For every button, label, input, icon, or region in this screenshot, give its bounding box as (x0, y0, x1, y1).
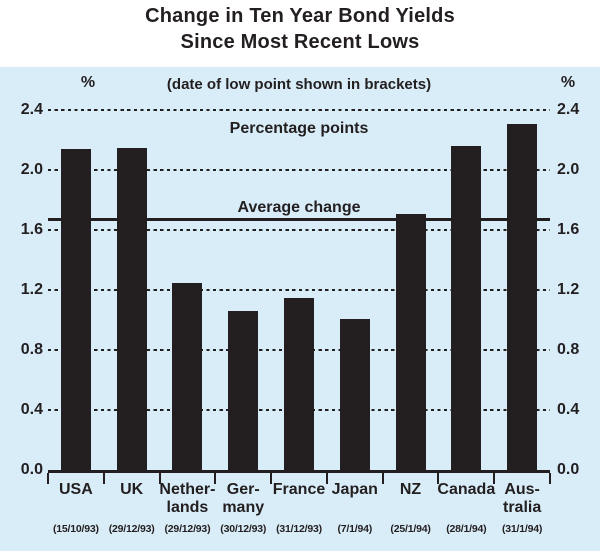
y-tick-label-left-1.6: 1.6 (20, 221, 43, 238)
percentage-points-label: Percentage points (229, 120, 369, 137)
low-point-date-japan: (7/1/94) (337, 523, 373, 535)
category-label-japan: Japan (331, 481, 378, 498)
bar-france (284, 297, 314, 470)
chart-subtitle: (date of low point shown in brackets) (166, 76, 432, 93)
average-change-label: Average change (237, 199, 361, 216)
low-point-date-netherlands: (29/12/93) (164, 523, 211, 535)
low-point-date-usa: (15/10/93) (52, 523, 99, 535)
bar-usa (60, 149, 91, 470)
bar-canada (451, 146, 482, 470)
x-axis-tick (381, 472, 384, 484)
low-point-date-canada: (28/1/94) (446, 523, 487, 535)
category-label-canada: Canada (437, 481, 496, 498)
category-label-uk: UK (120, 481, 144, 498)
y-axis-unit-right: % (560, 74, 576, 91)
x-axis-tick (214, 472, 217, 484)
y-tick-label-right-0.8: 0.8 (557, 341, 580, 358)
bar-germany (228, 311, 259, 470)
category-label-nz: NZ (399, 481, 422, 498)
low-point-date-australia: (31/1/94) (501, 523, 543, 535)
x-axis-baseline (48, 470, 550, 473)
x-axis-tick (47, 472, 49, 484)
bar-netherlands (172, 282, 203, 470)
y-tick-label-left-1.2: 1.2 (20, 281, 43, 298)
category-label-netherlands: Nether-lands (159, 481, 216, 516)
x-axis-tick (158, 472, 161, 484)
x-axis-tick (325, 472, 328, 484)
chart-title-line1: Change in Ten Year Bond Yields (145, 5, 455, 27)
y-tick-label-left-0.0: 0.0 (20, 461, 43, 478)
x-axis-tick (102, 472, 105, 484)
y-tick-label-right-1.2: 1.2 (557, 281, 580, 298)
chart-title: Change in Ten Year Bond Yields Since Mos… (0, 3, 600, 55)
y-tick-label-right-2.4: 2.4 (557, 101, 580, 118)
y-tick-label-right-0.4: 0.4 (557, 401, 580, 418)
low-point-date-france: (31/12/93) (276, 523, 322, 535)
y-tick-label-left-2.4: 2.4 (20, 101, 43, 118)
bar-uk (116, 147, 147, 470)
bar-japan (339, 318, 370, 470)
x-axis-tick (493, 472, 496, 484)
category-label-australia: Aus-tralia (502, 481, 542, 516)
chart-title-line2: Since Most Recent Lows (180, 31, 420, 53)
low-point-date-nz: (25/1/94) (390, 523, 431, 535)
y-axis-unit-left: % (80, 74, 96, 91)
category-label-germany: Ger-many (222, 481, 265, 516)
y-tick-label-left-0.4: 0.4 (20, 401, 43, 418)
category-label-france: France (272, 481, 326, 498)
bar-nz (395, 213, 426, 470)
low-point-date-uk: (29/12/93) (108, 523, 155, 535)
bar-australia (507, 123, 538, 470)
low-point-date-germany: (30/12/93) (220, 523, 267, 535)
x-axis-tick (549, 472, 551, 484)
gridline-2.4 (48, 109, 550, 111)
category-label-usa: USA (58, 481, 93, 498)
x-axis-tick (270, 472, 273, 484)
gridline-2.0 (48, 169, 550, 171)
y-tick-label-right-0.0: 0.0 (557, 461, 580, 478)
y-tick-label-right-2.0: 2.0 (557, 161, 580, 178)
gridline-1.2 (48, 289, 550, 291)
y-tick-label-left-2.0: 2.0 (20, 161, 43, 178)
y-tick-label-left-0.8: 0.8 (20, 341, 43, 358)
gridline-1.6 (48, 229, 550, 231)
x-axis-tick (437, 472, 440, 484)
y-tick-label-right-1.6: 1.6 (557, 221, 580, 238)
average-change-line (48, 218, 550, 221)
